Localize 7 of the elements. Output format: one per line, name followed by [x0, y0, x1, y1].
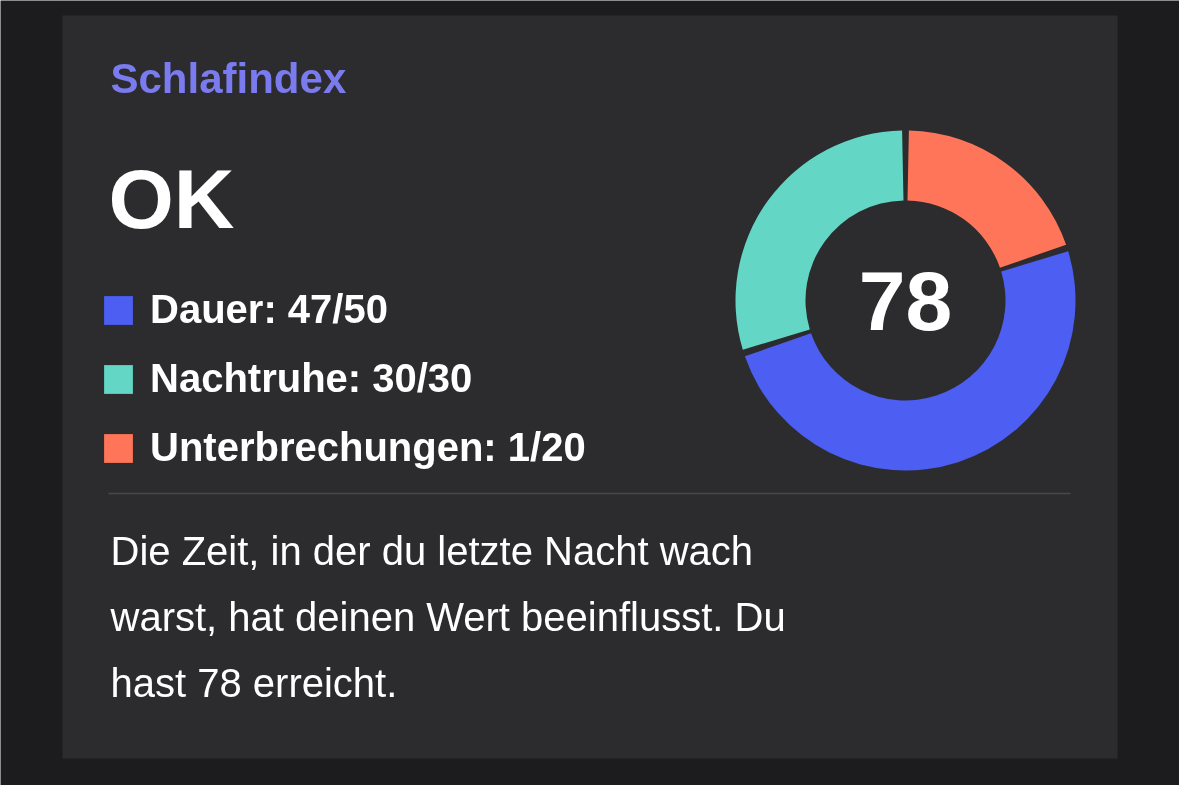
text: Die Zeit, in der du letzte Nacht wach warst, hat deinen Wert beeinflusst. Du hast 78 erreicht. [109, 528, 786, 705]
chart-title: Schlafindex [110, 55, 347, 102]
legend-label: Unterbrechungen: 1/20 [150, 425, 586, 470]
legend-label: Nachtruhe: 30/30 [150, 356, 473, 401]
chart-subtitle: OK [108, 151, 235, 246]
text: 78 [858, 253, 953, 348]
legend-label: Dauer: 47/50 [150, 287, 388, 332]
